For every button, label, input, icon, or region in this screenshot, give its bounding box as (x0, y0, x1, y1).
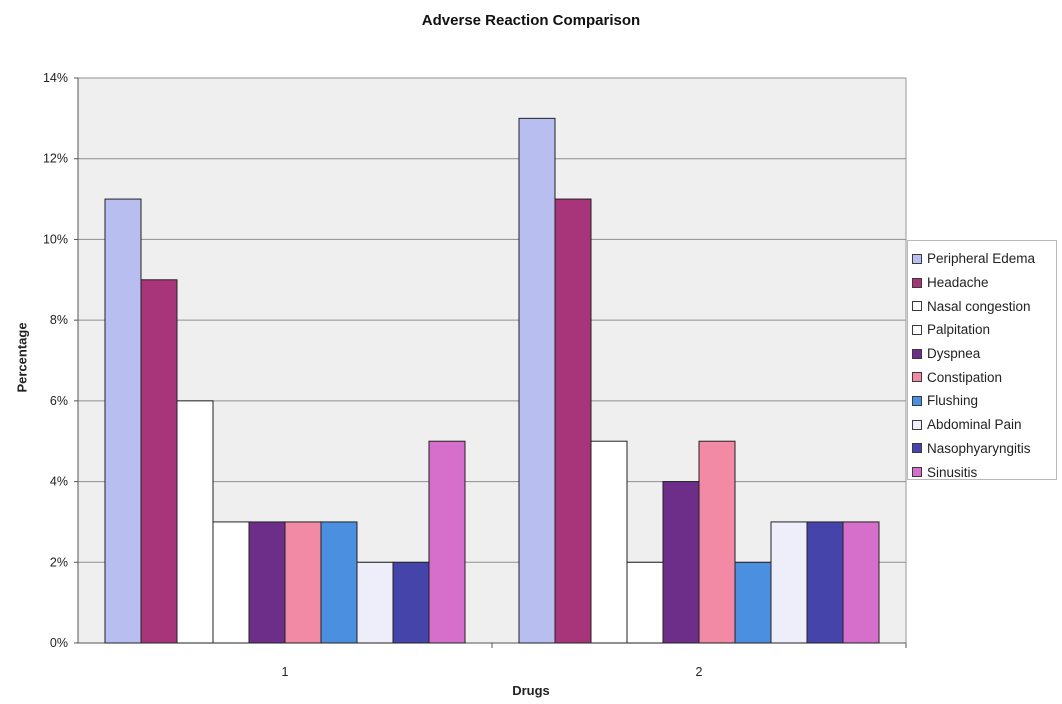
y-axis-title: Percentage (14, 322, 30, 393)
legend-item: Dyspnea (912, 342, 1052, 366)
bar (806, 521, 844, 644)
x-tick-label: 2 (696, 665, 703, 679)
legend-swatch (912, 324, 922, 335)
legend-swatch (912, 395, 922, 406)
legend-swatch (912, 253, 922, 264)
legend-item: Peripheral Edema (912, 247, 1052, 271)
legend-swatch (912, 301, 922, 312)
legend-label: Peripheral Edema (927, 251, 1036, 267)
legend-label: Nasophyaryngitis (927, 440, 1031, 456)
legend-label: Constipation (927, 369, 1003, 385)
legend-label: Abdominal Pain (927, 417, 1022, 433)
legend-label: Nasal congestion (927, 298, 1031, 314)
chart-title: Adverse Reaction Comparison (421, 12, 641, 29)
bar (320, 521, 358, 644)
legend-swatch (912, 277, 922, 288)
bar (590, 440, 628, 644)
bar (428, 440, 466, 644)
y-tick-label: 4% (50, 475, 68, 489)
y-tick-label: 10% (43, 232, 68, 246)
legend: Peripheral Edema Headache Nasal congestion… (907, 240, 1057, 480)
legend-item: Sinusitis (912, 460, 1052, 484)
x-axis-title: Drugs (512, 683, 550, 698)
legend-item: Palpitation (912, 318, 1052, 342)
legend-item: Headache (912, 271, 1052, 295)
bar (662, 481, 700, 644)
bar (554, 198, 592, 644)
bar (104, 198, 142, 644)
bar (140, 279, 178, 644)
x-tick-label: 1 (282, 665, 289, 679)
legend-swatch (912, 443, 922, 454)
y-tick-label: 6% (50, 394, 68, 408)
bar (518, 117, 556, 644)
legend-swatch (912, 372, 922, 383)
bar (248, 521, 286, 644)
y-tick-label: 2% (50, 555, 68, 569)
y-tick-label: 14% (43, 71, 68, 85)
bar (734, 561, 772, 644)
bar (212, 521, 250, 644)
bar (698, 440, 736, 644)
legend-label: Dyspnea (927, 346, 981, 362)
legend-label: Headache (927, 275, 989, 291)
legend-item: Flushing (912, 389, 1052, 413)
bar (392, 561, 430, 644)
bar (356, 561, 394, 644)
legend-label: Palpitation (927, 322, 991, 338)
y-tick-label: 0% (50, 636, 68, 650)
legend-item: Abdominal Pain (912, 413, 1052, 437)
bar (176, 400, 214, 644)
legend-label: Flushing (927, 393, 979, 409)
legend-item: Constipation (912, 365, 1052, 389)
legend-swatch (912, 348, 922, 359)
y-tick-label: 8% (50, 313, 68, 327)
bar (284, 521, 322, 644)
legend-item: Nasophyaryngitis (912, 437, 1052, 461)
y-tick-label: 12% (43, 152, 68, 166)
legend-swatch (912, 467, 922, 478)
legend-swatch (912, 419, 922, 430)
legend-item: Nasal congestion (912, 294, 1052, 318)
bar (770, 521, 808, 644)
legend-label: Sinusitis (927, 464, 978, 480)
bar (626, 561, 664, 644)
bar (842, 521, 880, 644)
